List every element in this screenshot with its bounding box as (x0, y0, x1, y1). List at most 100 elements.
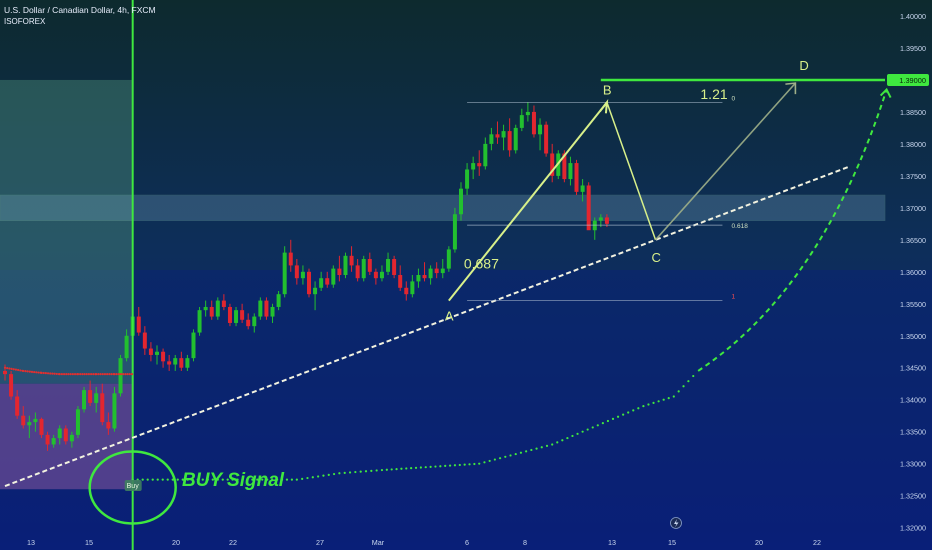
trailing-stop-dot-green (677, 390, 680, 393)
trailing-stop-dot-red (51, 372, 54, 375)
y-axis-tick-label: 1.33500 (900, 428, 926, 437)
candle-body (106, 422, 111, 429)
y-axis-tick-label: 1.40000 (900, 12, 926, 21)
trailing-stop-dot-green (662, 398, 665, 401)
trailing-stop-dot-green (246, 478, 249, 481)
trailing-stop-dot-green (463, 463, 466, 466)
trailing-stop-dot-green (419, 466, 422, 469)
trailing-stop-dot-green (652, 401, 655, 405)
trailing-stop-dot-green (478, 462, 481, 465)
trailing-stop-dot-green (290, 478, 293, 481)
candle-body (477, 163, 482, 167)
trailing-stop-dot-green (566, 436, 569, 440)
candle-body (361, 259, 366, 279)
candle-body (489, 134, 494, 144)
trailing-stop-dot-green (611, 417, 615, 420)
harmonic-pattern-layer: 0 0.618 1 1.21 0.687 A B C D (445, 58, 809, 323)
pattern-point-c: C (652, 250, 661, 265)
candle-body (483, 143, 488, 167)
candle-body (124, 335, 129, 359)
trailing-stop-dot-green (196, 478, 199, 481)
candle-body (307, 271, 311, 295)
axes-layer: 1.40000 1.39500 1.38500 1.38000 1.37500 1.370… (27, 12, 929, 547)
candle-body (148, 348, 153, 355)
candle-body (446, 249, 451, 269)
candle-body (270, 306, 275, 317)
trailing-stop-dot-red (73, 373, 77, 376)
candle-body (562, 153, 567, 180)
buy-marker-box (124, 480, 142, 492)
candle-body (574, 163, 579, 192)
trailing-stop-dot-red (119, 373, 123, 376)
trailing-stop-dot-red (33, 370, 36, 374)
trailing-stop-dot-green (231, 478, 234, 481)
trailing-stop-dot-green (338, 472, 341, 475)
trailing-stop-dot-green (176, 478, 179, 481)
trailing-stop-dot-green (429, 465, 432, 468)
y-axis-tick-label: 1.38000 (900, 140, 926, 149)
trailing-stop-dot-red (106, 373, 109, 376)
trailing-stop-dot-green (256, 478, 259, 481)
trailing-stop-dot-green (191, 478, 194, 481)
candle-body (142, 332, 147, 349)
candle-body (440, 268, 445, 274)
candle-body (82, 390, 87, 410)
candle-body (288, 252, 293, 266)
pattern-point-b: B (603, 82, 612, 97)
author-name: ISOFOREX (4, 17, 46, 26)
trailing-stop-dot-red (6, 367, 9, 370)
trailing-stop-dot-green (581, 430, 584, 433)
trailing-stop-dot-green (390, 468, 393, 471)
trailing-stop-dot-green (295, 478, 298, 481)
trailing-stop-dot-green (285, 478, 289, 481)
candle-body (386, 259, 391, 272)
y-axis-tick-label: 1.36000 (900, 268, 926, 277)
candle-body (349, 255, 354, 266)
candle-body (88, 390, 93, 403)
trailing-stop-dot-green (141, 478, 144, 481)
trailing-stop-dot-green (171, 478, 174, 481)
trailing-stop-dot-green (311, 476, 314, 479)
harmonic-leg-cd (654, 82, 796, 241)
trailing-stop-dot-red (17, 368, 20, 372)
candle-body (118, 358, 123, 394)
trailing-stop-dot-red (103, 373, 107, 376)
candle-body (410, 281, 415, 295)
candle-body (379, 271, 384, 279)
trailing-stop-dot-green (551, 443, 554, 446)
trailing-stop-dot-green (622, 413, 625, 416)
x-axis-tick-label: 20 (172, 538, 180, 547)
trailing-stop-dot-green (576, 432, 579, 435)
trailing-stop-dot-red (14, 368, 18, 371)
candle-body (294, 265, 299, 279)
trailing-stop-dot-green (637, 407, 640, 410)
trailing-stop-dot-red (97, 373, 100, 376)
trailing-stop-dot-green (444, 464, 447, 468)
trailing-stop-dot-red (10, 367, 13, 370)
candle-body (179, 358, 184, 368)
candle-body (604, 217, 609, 224)
candle-body (544, 124, 549, 154)
trailing-stop-dot-green (370, 469, 373, 472)
trailing-stop-dot-green (343, 471, 346, 474)
candle-body (221, 300, 226, 307)
candle-body (459, 188, 463, 215)
trailing-stop-dot-green (181, 478, 184, 481)
y-axis-tick-label: 1.36500 (900, 236, 926, 245)
x-axis-tick-label: 27 (316, 538, 324, 547)
trailing-stop-dot-green (271, 478, 274, 481)
trailing-stop-dot-red (85, 373, 88, 376)
candle-body (398, 275, 403, 288)
trailing-stop-dot-red (122, 373, 125, 376)
trailing-stop-dot-green (504, 455, 507, 458)
pattern-point-d: D (799, 58, 808, 73)
candle-body (373, 271, 378, 279)
candle-body (507, 131, 512, 151)
candle-body (51, 438, 56, 445)
candle-body (519, 115, 524, 128)
candle-body (252, 316, 257, 327)
trailing-stop-dot-green (493, 458, 496, 461)
